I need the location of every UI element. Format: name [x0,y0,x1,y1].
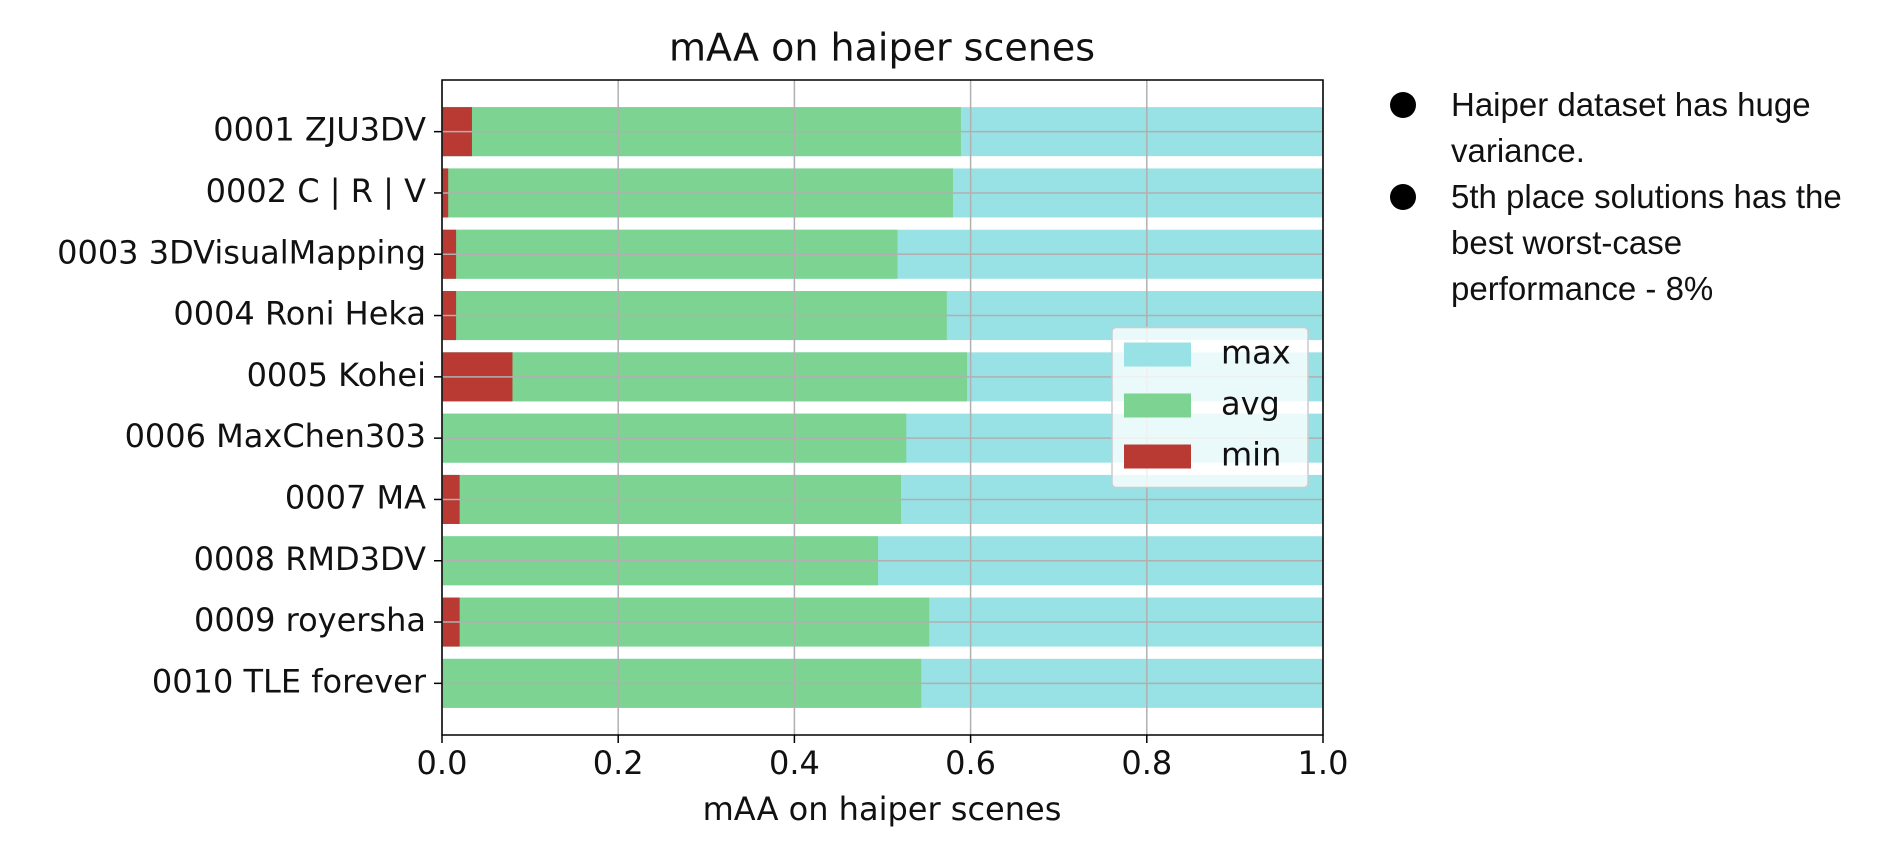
bullet [1390,92,1416,118]
y-tick-label: 0002 C | R | V [206,172,426,210]
y-tick-label: 0009 royersha [194,601,426,639]
y-tick-label: 0008 RMD3DV [194,540,427,578]
notes: Haiper dataset has huge variance. 5th pla… [1390,82,1870,312]
x-tick-label: 0.6 [945,744,996,782]
axes-frame [441,79,1324,736]
legend-swatch [1124,393,1191,418]
y-tick-label: 0001 ZJU3DV [213,111,426,149]
y-tick-label: 0003 3DVisualMapping [57,233,426,271]
note: 5th place solutions has the best worst-c… [1390,174,1870,312]
x-tick-label: 0.8 [1121,744,1172,782]
y-tick-label: 0007 MA [285,478,426,516]
note-text: Haiper dataset has huge variance. [1451,86,1811,169]
legend-label: min [1221,436,1281,474]
y-tick-label: 0005 Kohei [247,356,426,394]
x-tick-label: 0.2 [593,744,644,782]
note-text: 5th place solutions has the best worst-c… [1451,178,1842,307]
x-tick-label: 0.4 [769,744,820,782]
x-tick-label: 0.0 [417,744,468,782]
bullet [1390,184,1416,210]
y-tick-label: 0004 Roni Heka [173,295,426,333]
y-tick-label: 0010 TLE forever [152,662,427,700]
legend-swatch [1124,342,1191,367]
legend-label: max [1221,334,1291,372]
note: Haiper dataset has huge variance. [1390,82,1870,174]
x-tick-label: 1.0 [1298,744,1349,782]
y-tick-label: 0006 MaxChen303 [125,417,426,455]
x-axis-label: mAA on haiper scenes [703,790,1062,828]
chart-title: mAA on haiper scenes [669,26,1095,70]
legend-swatch [1124,444,1191,469]
legend-label: avg [1221,385,1280,423]
